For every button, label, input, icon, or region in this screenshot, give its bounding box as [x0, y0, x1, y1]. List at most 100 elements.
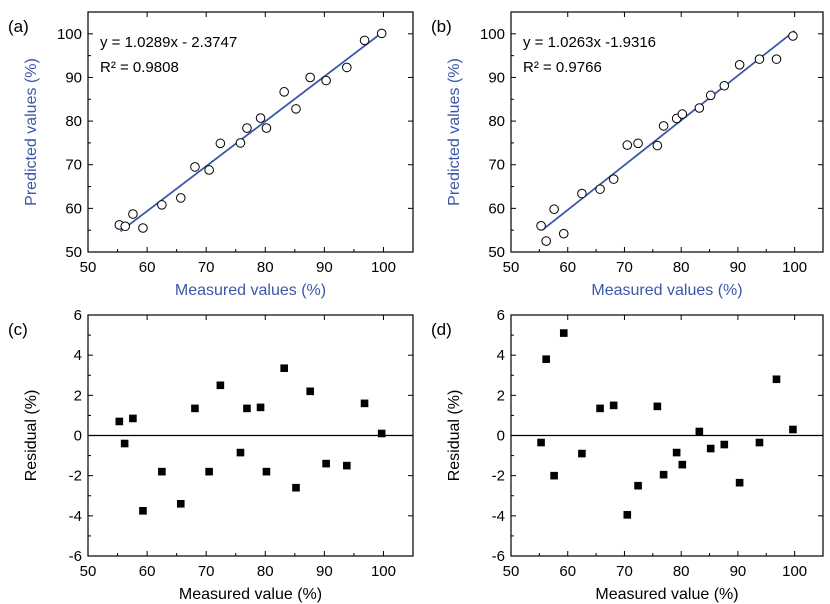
panel-label: (a): [8, 17, 29, 36]
y-tick-label: 90: [65, 69, 82, 86]
data-point: [550, 471, 558, 480]
y-axis-title: Predicted values (%): [446, 58, 463, 206]
data-point: [558, 228, 569, 239]
x-tick-label: 90: [316, 259, 333, 276]
data-point: [205, 467, 213, 476]
x-tick-label: 70: [616, 259, 633, 276]
data-point: [377, 429, 386, 438]
x-tick-label: 80: [257, 563, 274, 580]
data-point: [694, 103, 705, 113]
data-point: [256, 403, 265, 412]
x-tick-label: 90: [316, 563, 333, 580]
data-point: [157, 200, 167, 210]
r-squared: R² = 0.9808: [100, 59, 179, 76]
data-point: [279, 87, 289, 97]
data-point: [541, 236, 551, 246]
data-point: [559, 329, 568, 337]
data-point: [706, 444, 715, 453]
data-point: [788, 31, 798, 41]
fit-equation: y = 1.0263x -1.9316: [523, 34, 656, 51]
data-point: [376, 28, 387, 39]
data-point: [659, 470, 668, 479]
x-tick-label: 60: [139, 563, 156, 580]
data-point: [658, 121, 669, 131]
x-tick-label: 50: [503, 259, 520, 276]
data-point: [292, 483, 300, 492]
panel-c: 50 60 70 80 90 100 -6 -4 -2 0 2 4 6 Measured value (%…: [8, 307, 414, 603]
plot-frame: [87, 11, 414, 253]
data-point: [204, 165, 214, 175]
data-point: [128, 209, 138, 219]
data-point: [280, 364, 288, 373]
data-point: [138, 223, 148, 233]
x-tick-label: 70: [198, 259, 215, 276]
data-point: [129, 414, 137, 423]
y-tick-label: 6: [497, 307, 505, 324]
data-point: [261, 123, 272, 133]
x-tick-label: 90: [730, 563, 747, 580]
data-point: [235, 138, 246, 148]
x-tick-label: 80: [257, 259, 274, 276]
data-point: [536, 221, 546, 231]
data-point: [705, 90, 716, 101]
x-tick-label: 90: [730, 259, 747, 276]
x-tick-label: 100: [371, 259, 396, 276]
panel-d: 50 60 70 80 90 100 -6 -4 -2 0 2 4 6 Measured value (%…: [431, 307, 824, 603]
data-point: [216, 381, 225, 390]
data-point: [609, 401, 618, 410]
y-tick-label: 2: [74, 387, 82, 404]
data-point: [115, 417, 124, 426]
data-point: [191, 404, 199, 413]
y-tick-label: 2: [497, 387, 505, 404]
data-point: [720, 440, 729, 449]
data-point: [537, 438, 545, 447]
data-point: [633, 138, 643, 149]
y-tick-label: 70: [65, 157, 82, 174]
x-tick-label: 100: [782, 563, 807, 580]
y-tick-label: 80: [65, 113, 82, 130]
data-point: [321, 75, 331, 86]
x-tick-label: 50: [80, 259, 97, 276]
data-point: [695, 427, 704, 436]
fit-line: [119, 30, 384, 233]
x-tick-label: 70: [616, 563, 633, 580]
data-point: [623, 511, 632, 519]
fit-equation: y = 1.0289x - 2.3747: [100, 34, 237, 51]
y-tick-label: -6: [69, 548, 82, 565]
data-point: [190, 162, 200, 172]
data-point: [652, 140, 663, 151]
x-tick-label: 60: [559, 259, 576, 276]
data-point: [175, 193, 186, 203]
data-point: [243, 404, 251, 413]
data-point: [305, 72, 315, 83]
data-point: [771, 54, 782, 64]
panel-label: (b): [431, 17, 452, 36]
data-point: [608, 174, 619, 184]
panel-a: 50 60 70 80 90 100 50 60 70 80 90 100 Measured value…: [8, 11, 414, 299]
y-tick-label: 60: [65, 200, 82, 217]
data-point: [653, 402, 662, 411]
x-tick-label: 70: [198, 563, 215, 580]
data-point: [678, 460, 687, 469]
data-point: [236, 448, 245, 457]
data-point: [549, 204, 559, 215]
data-point: [359, 35, 370, 46]
data-point: [719, 80, 730, 91]
y-tick-label: 70: [488, 157, 505, 174]
y-tick-label: 60: [488, 200, 505, 217]
data-point: [734, 60, 745, 70]
x-tick-label: 50: [80, 563, 97, 580]
panel-label: (d): [431, 320, 452, 339]
data-point: [622, 140, 633, 150]
data-point: [342, 62, 352, 73]
y-tick-label: 100: [480, 26, 505, 43]
data-point: [360, 399, 369, 408]
data-point: [789, 425, 797, 434]
x-tick-label: 80: [673, 563, 690, 580]
data-point: [242, 123, 252, 133]
y-tick-label: -2: [69, 468, 82, 485]
data-point: [735, 478, 744, 487]
data-point: [215, 138, 226, 149]
x-axis-title: Measured value (%): [595, 586, 738, 603]
